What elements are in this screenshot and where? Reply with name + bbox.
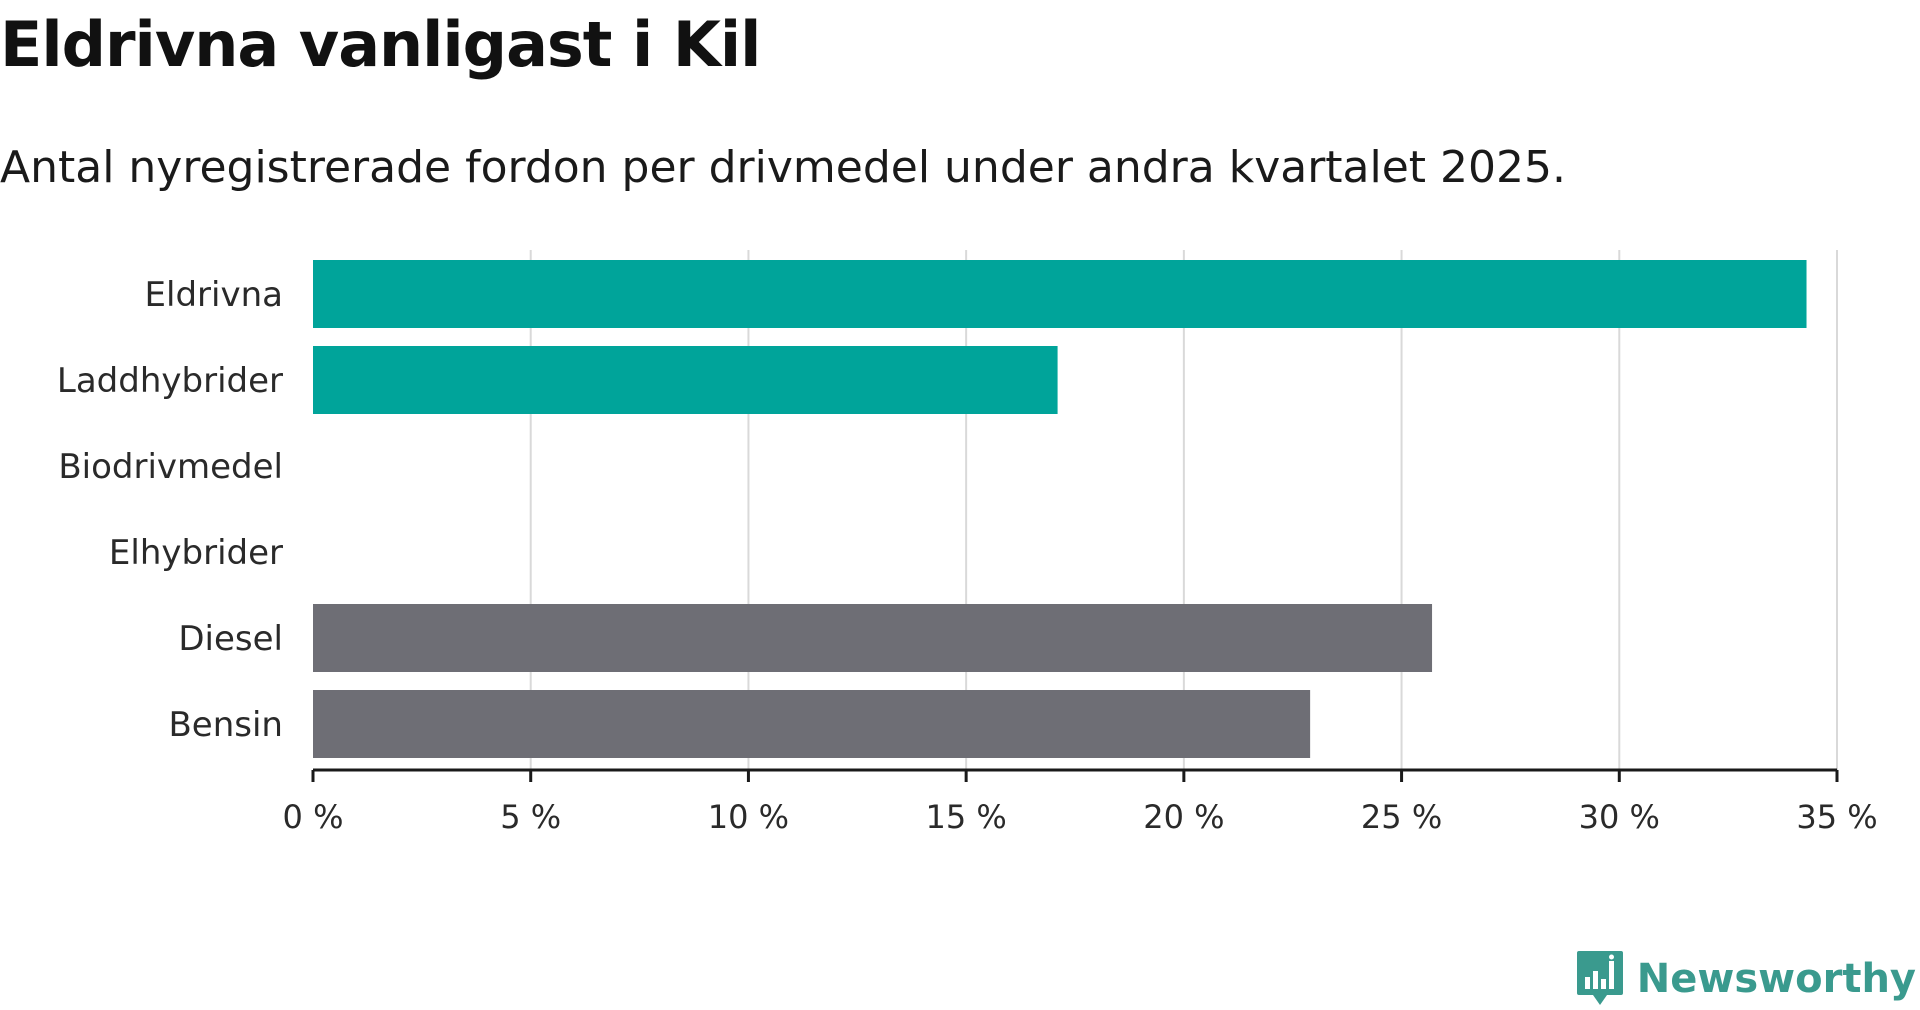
x-tick-label: 10 % bbox=[708, 798, 789, 836]
x-tick-label: 0 % bbox=[283, 798, 344, 836]
x-tick-label: 30 % bbox=[1579, 798, 1660, 836]
category-label: Elhybrider bbox=[109, 533, 283, 573]
category-label: Biodrivmedel bbox=[58, 447, 283, 487]
chart-title: Eldrivna vanligast i Kil bbox=[0, 8, 761, 81]
category-label: Laddhybrider bbox=[57, 361, 283, 401]
bar bbox=[313, 260, 1807, 328]
x-tick-label: 15 % bbox=[925, 798, 1006, 836]
newsworthy-logo-icon bbox=[1576, 951, 1623, 1005]
category-label: Eldrivna bbox=[145, 275, 283, 315]
bar bbox=[313, 690, 1311, 758]
brand-logo: Newsworthy bbox=[1575, 948, 1916, 1010]
category-label: Diesel bbox=[178, 619, 283, 659]
brand-name: Newsworthy bbox=[1636, 956, 1916, 1002]
chart-subtitle: Antal nyregistrerade fordon per drivmede… bbox=[0, 142, 1566, 193]
bar bbox=[313, 346, 1058, 414]
bar bbox=[313, 604, 1433, 672]
x-tick-label: 35 % bbox=[1796, 798, 1877, 836]
x-tick-label: 20 % bbox=[1143, 798, 1224, 836]
x-tick-label: 5 % bbox=[500, 798, 561, 836]
category-label: Bensin bbox=[168, 705, 283, 745]
x-tick-label: 25 % bbox=[1361, 798, 1442, 836]
